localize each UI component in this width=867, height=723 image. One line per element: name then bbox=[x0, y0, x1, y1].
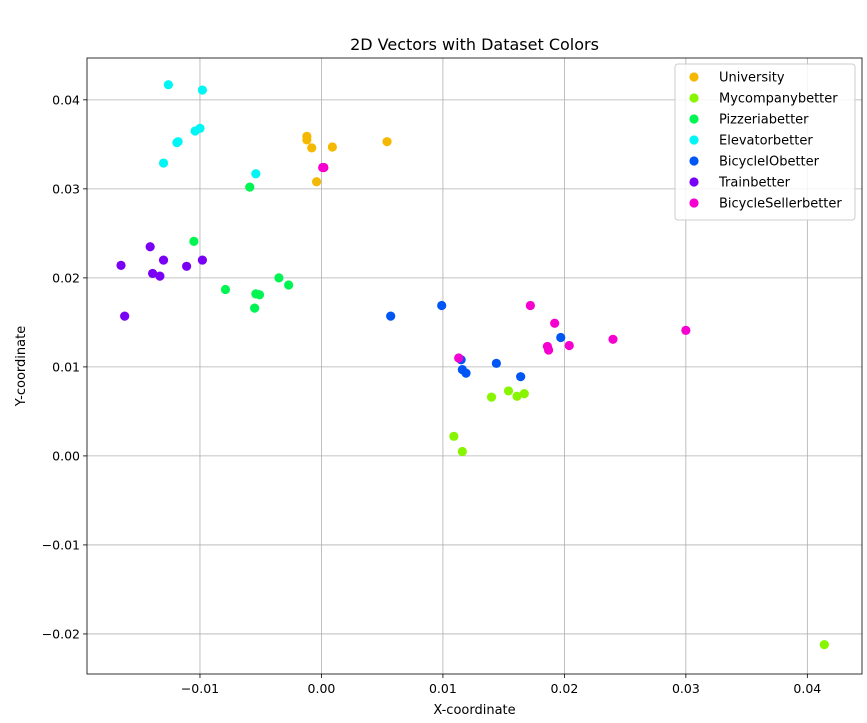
data-point bbox=[550, 318, 560, 328]
data-point bbox=[461, 368, 471, 378]
legend: University Mycompanybetter Pizzeriabetter E… bbox=[674, 63, 856, 221]
scatter-points bbox=[116, 80, 829, 650]
data-point bbox=[819, 640, 829, 650]
data-point bbox=[516, 372, 526, 382]
data-point bbox=[382, 137, 392, 147]
data-point bbox=[437, 300, 447, 311]
data-point bbox=[386, 311, 396, 321]
data-point bbox=[556, 332, 566, 343]
data-point bbox=[503, 386, 514, 396]
legend-marker bbox=[689, 93, 699, 103]
x-axis-label: X-coordinate bbox=[433, 703, 515, 718]
x-tick-label: 0.01 bbox=[429, 681, 457, 696]
legend-label: BicycleSellerbetter bbox=[719, 197, 842, 212]
data-point bbox=[147, 268, 158, 279]
data-point bbox=[182, 261, 192, 271]
data-point bbox=[525, 300, 535, 311]
data-point bbox=[449, 431, 459, 441]
series-mycompanybetter-points bbox=[449, 386, 829, 650]
legend-marker bbox=[689, 135, 699, 145]
data-point bbox=[486, 392, 497, 402]
data-point bbox=[284, 280, 294, 290]
x-tick-label: 0.02 bbox=[550, 681, 578, 696]
data-point bbox=[512, 391, 522, 401]
data-point bbox=[120, 311, 130, 321]
plot-area-frame bbox=[86, 57, 863, 675]
legend-marker bbox=[689, 177, 699, 187]
y-axis-label: Y-coordinate bbox=[14, 326, 29, 407]
data-point bbox=[254, 290, 265, 300]
data-point bbox=[245, 182, 255, 192]
data-point bbox=[163, 80, 173, 90]
legend-marker bbox=[689, 72, 699, 82]
legend-label: University bbox=[719, 71, 785, 86]
series-trainbetter-points bbox=[116, 242, 207, 321]
data-point bbox=[564, 340, 574, 351]
series-elevatorbetter-points bbox=[158, 80, 261, 179]
x-tick-label: 0.03 bbox=[672, 681, 700, 696]
data-point bbox=[145, 242, 155, 252]
axis-ticks: −0.01 0.00 0.01 0.02 0.03 0.04 −0.02 −0.01 0.00 0… bbox=[42, 92, 822, 696]
data-point bbox=[189, 236, 199, 246]
data-point bbox=[251, 169, 261, 179]
legend-marker bbox=[689, 156, 699, 166]
data-point bbox=[519, 388, 529, 399]
data-point bbox=[172, 137, 182, 148]
data-point bbox=[158, 158, 169, 168]
data-point bbox=[302, 135, 312, 145]
series-university-points bbox=[302, 131, 392, 187]
legend-label: BicycleIObetter bbox=[719, 155, 820, 170]
legend-label: Pizzeriabetter bbox=[719, 113, 809, 128]
y-tick-label: 0.02 bbox=[52, 270, 80, 285]
data-point bbox=[681, 325, 691, 335]
data-point bbox=[274, 273, 284, 283]
data-point bbox=[307, 143, 317, 153]
data-point bbox=[608, 334, 618, 344]
y-tick-label: −0.02 bbox=[42, 626, 80, 641]
legend-label: Trainbetter bbox=[718, 176, 791, 191]
x-tick-label: 0.00 bbox=[308, 681, 336, 696]
y-tick-label: −0.01 bbox=[42, 537, 80, 552]
y-tick-label: 0.04 bbox=[52, 92, 80, 107]
data-point bbox=[327, 142, 337, 152]
data-point bbox=[195, 123, 205, 133]
series-bicyclesellerbetter-points bbox=[318, 162, 691, 363]
data-point bbox=[543, 345, 554, 355]
grid-lines bbox=[87, 58, 862, 674]
y-tick-label: 0.03 bbox=[52, 181, 80, 196]
legend-marker bbox=[689, 114, 699, 124]
y-tick-label: 0.01 bbox=[52, 359, 80, 374]
legend-label: Elevatorbetter bbox=[719, 134, 813, 149]
legend-box bbox=[674, 63, 856, 221]
data-point bbox=[319, 162, 329, 173]
x-tick-label: −0.01 bbox=[181, 681, 219, 696]
data-point bbox=[491, 358, 501, 368]
data-point bbox=[197, 85, 207, 95]
data-point bbox=[197, 255, 207, 265]
legend-label: Mycompanybetter bbox=[719, 92, 838, 107]
legend-marker bbox=[689, 198, 699, 208]
data-point bbox=[250, 303, 260, 313]
data-point bbox=[116, 260, 126, 271]
data-point bbox=[454, 353, 464, 363]
data-point bbox=[311, 177, 322, 187]
data-point bbox=[220, 284, 231, 295]
data-point bbox=[155, 271, 165, 281]
data-point bbox=[158, 255, 169, 265]
y-tick-label: 0.00 bbox=[52, 448, 80, 463]
chart-title: 2D Vectors with Dataset Colors bbox=[350, 35, 599, 54]
series-pizzeriabetter-points bbox=[189, 182, 294, 313]
x-tick-label: 0.04 bbox=[793, 681, 821, 696]
data-point bbox=[457, 446, 467, 457]
